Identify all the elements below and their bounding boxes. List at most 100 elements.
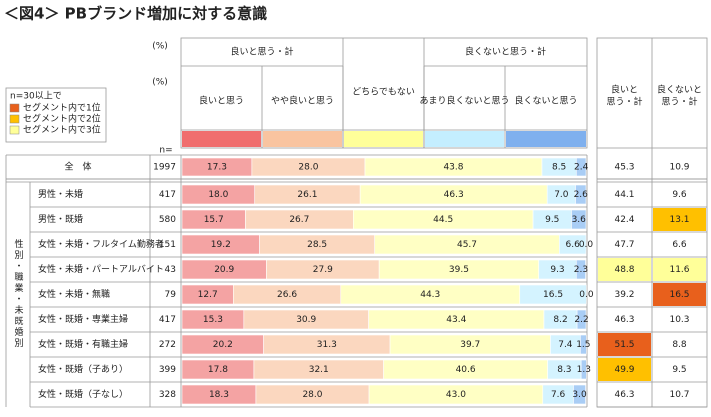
n-value: 417: [159, 315, 176, 325]
value-label: 15.3: [203, 315, 223, 325]
value-label: 46.3: [444, 190, 464, 200]
value-label: 15.7: [204, 215, 224, 225]
summary-value: 42.4: [614, 215, 634, 225]
value-label: 0.0: [579, 290, 594, 300]
header-frame: [180, 37, 588, 149]
value-label: 26.1: [297, 190, 317, 200]
bar-segment: [576, 309, 587, 330]
summary-value: 13.1: [669, 215, 689, 225]
value-label: 9.5: [545, 215, 559, 225]
legend-label: 良くないと思う: [514, 95, 577, 107]
legend-swatch: [9, 103, 20, 113]
value-label: 12.7: [198, 290, 218, 300]
legend-swatch: [9, 125, 20, 135]
chart-title: ＜図4＞ PBブランド増加に対する意識: [4, 5, 267, 23]
n-value: 417: [159, 190, 176, 200]
legend-label: セグメント内で3位: [23, 124, 101, 136]
n-value: 151: [159, 240, 176, 250]
row-label: 女性・未婚・無職: [38, 288, 110, 300]
value-label: 43.8: [443, 163, 463, 173]
summary-header: 良いと: [611, 84, 638, 96]
summary-value: 49.9: [614, 365, 634, 375]
row-label: 女性・既婚（子あり）: [38, 363, 128, 375]
value-label: 2.3: [574, 265, 588, 275]
n-label: n=: [159, 146, 172, 156]
bar-segment: [559, 234, 587, 255]
value-label: 0.0: [579, 240, 594, 250]
group-header: 良くないと思う・計: [465, 46, 546, 58]
rank-highlight: [653, 283, 706, 306]
summary-value: 10.3: [669, 315, 689, 325]
value-label: 2.6: [574, 190, 589, 200]
row-label: 女性・既婚・有職主婦: [38, 338, 128, 350]
value-label: 7.4: [558, 340, 573, 350]
n-value: 580: [159, 215, 176, 225]
bar-segment: [575, 184, 587, 205]
unit-label: (%): [152, 78, 168, 88]
value-label: 1.5: [576, 340, 590, 350]
value-label: 18.3: [209, 390, 229, 400]
value-label: 18.0: [208, 190, 228, 200]
summary-value: 6.6: [672, 240, 687, 250]
value-label: 40.6: [456, 365, 476, 375]
value-label: 16.5: [543, 290, 563, 300]
summary-value: 47.7: [614, 240, 634, 250]
value-label: 8.5: [552, 163, 566, 173]
value-label: 27.9: [313, 265, 333, 275]
row-label: 女性・既婚（子なし）: [38, 388, 128, 400]
value-label: 1.3: [577, 365, 591, 375]
summary-value: 45.3: [614, 163, 634, 173]
value-label: 44.3: [420, 290, 440, 300]
value-label: 26.7: [289, 215, 309, 225]
rank-highlight: [598, 358, 651, 381]
bar-segment: [576, 157, 587, 177]
n-value: 272: [159, 340, 176, 350]
value-label: 7.6: [551, 390, 566, 400]
group-header: 良いと思う・計: [230, 46, 293, 58]
value-label: 45.7: [457, 240, 477, 250]
value-label: 43.0: [446, 390, 466, 400]
row-label: 全 体: [64, 161, 91, 173]
n-value: 328: [159, 390, 176, 400]
legend-swatch: [425, 131, 504, 147]
summary-header: 思う・計: [606, 96, 642, 108]
legend-label: あまり良くないと思う: [419, 95, 509, 107]
summary-value: 11.6: [669, 265, 689, 275]
value-label: 17.8: [208, 365, 228, 375]
rank-highlight: [653, 258, 706, 281]
value-label: 9.3: [550, 265, 564, 275]
legend-title: n=30以上で: [10, 91, 62, 102]
summary-value: 39.2: [614, 290, 634, 300]
row-label: 女性・未婚・パートアルバイト: [38, 263, 164, 275]
bar-segment: [571, 209, 587, 230]
summary-value: 44.1: [614, 190, 634, 200]
value-label: 6.6: [566, 240, 581, 250]
rank-highlight: [598, 333, 651, 356]
n-value: 399: [159, 365, 176, 375]
value-label: 3.0: [572, 390, 587, 400]
value-label: 30.9: [296, 315, 316, 325]
value-label: 2.2: [574, 315, 588, 325]
value-label: 20.2: [213, 340, 233, 350]
value-label: 17.3: [207, 163, 227, 173]
bar-segment: [576, 259, 586, 280]
legend-label: セグメント内で1位: [23, 102, 101, 114]
rank-highlight: [598, 258, 651, 281]
n-value: 1997: [153, 163, 176, 173]
value-label: 28.0: [298, 163, 318, 173]
value-label: 7.0: [554, 190, 569, 200]
summary-value: 9.6: [672, 190, 687, 200]
legend-swatch: [263, 131, 342, 147]
summary-header: 思う・計: [661, 96, 697, 108]
summary-value: 46.3: [614, 390, 634, 400]
value-label: 19.2: [211, 240, 231, 250]
summary-value: 10.7: [669, 390, 689, 400]
row-label: 男性・未婚: [38, 188, 83, 200]
value-label: 44.5: [433, 215, 453, 225]
summary-value: 9.5: [672, 365, 686, 375]
row-label: 男性・既婚: [38, 213, 83, 225]
summary-value: 16.5: [669, 290, 689, 300]
summary-header: 良くないと: [657, 84, 702, 96]
value-label: 3.6: [572, 215, 587, 225]
